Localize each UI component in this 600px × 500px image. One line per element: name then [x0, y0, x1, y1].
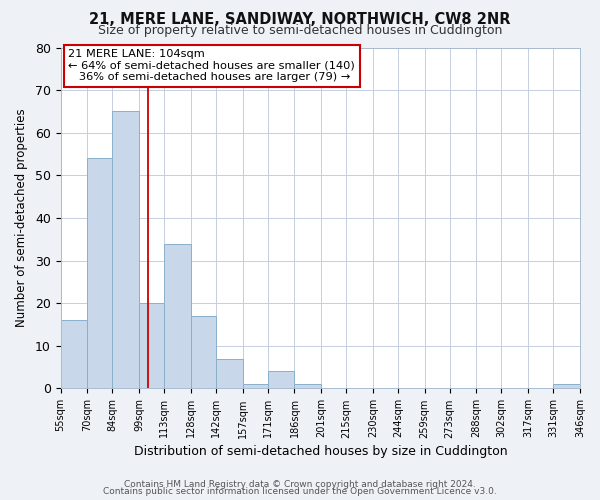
Bar — [553, 384, 580, 388]
Text: Contains HM Land Registry data © Crown copyright and database right 2024.: Contains HM Land Registry data © Crown c… — [124, 480, 476, 489]
Y-axis label: Number of semi-detached properties: Number of semi-detached properties — [15, 108, 28, 328]
X-axis label: Distribution of semi-detached houses by size in Cuddington: Distribution of semi-detached houses by … — [134, 444, 507, 458]
Bar — [216, 358, 243, 388]
Text: Size of property relative to semi-detached houses in Cuddington: Size of property relative to semi-detach… — [98, 24, 502, 37]
Bar — [88, 158, 112, 388]
Bar — [243, 384, 268, 388]
Bar — [295, 384, 321, 388]
Bar — [112, 112, 139, 388]
Text: Contains public sector information licensed under the Open Government Licence v3: Contains public sector information licen… — [103, 488, 497, 496]
Bar — [139, 303, 164, 388]
Bar — [268, 372, 295, 388]
Bar — [164, 244, 191, 388]
Bar — [61, 320, 88, 388]
Bar — [191, 316, 216, 388]
Text: 21 MERE LANE: 104sqm
← 64% of semi-detached houses are smaller (140)
   36% of s: 21 MERE LANE: 104sqm ← 64% of semi-detac… — [68, 49, 355, 82]
Text: 21, MERE LANE, SANDIWAY, NORTHWICH, CW8 2NR: 21, MERE LANE, SANDIWAY, NORTHWICH, CW8 … — [89, 12, 511, 28]
